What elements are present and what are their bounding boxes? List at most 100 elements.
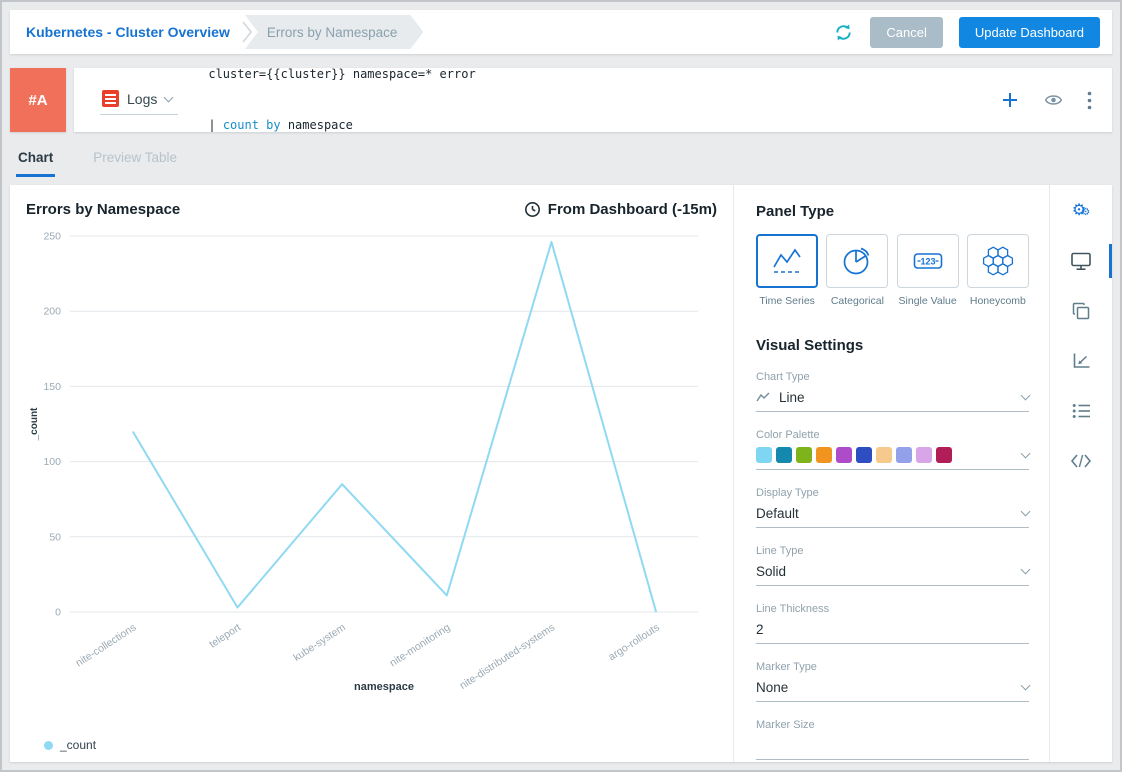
palette-swatch <box>936 447 952 463</box>
svg-text:teleport: teleport <box>207 621 243 650</box>
time-series-icon <box>773 248 801 273</box>
query-row-badge: #A <box>10 68 66 132</box>
line-type-field: Line Type Solid <box>756 545 1031 586</box>
axes-settings-button[interactable] <box>1070 351 1092 371</box>
display-settings-button[interactable] <box>1070 251 1092 271</box>
line-chart-mini-icon <box>756 391 770 401</box>
panel-type-time-series[interactable]: Time Series <box>756 234 818 307</box>
toggle-visibility-button[interactable] <box>1044 93 1063 107</box>
main-area: Errors by Namespace From Dashboard (-15m… <box>10 185 1112 762</box>
logs-icon <box>102 90 119 107</box>
refresh-button[interactable] <box>833 22 854 43</box>
palette-swatch <box>816 447 832 463</box>
display-icon <box>1071 252 1091 271</box>
palette-swatch <box>796 447 812 463</box>
code-view-button[interactable] <box>1070 451 1092 471</box>
tab-chart[interactable]: Chart <box>16 146 56 177</box>
palette-swatch <box>876 447 892 463</box>
palette-swatch <box>856 447 872 463</box>
chevron-down-icon <box>1020 506 1031 517</box>
chevron-down-icon <box>1020 390 1031 401</box>
cancel-button[interactable]: Cancel <box>870 16 943 48</box>
display-type-select[interactable]: Default <box>756 499 1031 528</box>
line-chart: 0 50 100 150 200 250 nite-collections teleport k… <box>29 231 698 693</box>
line-type-select[interactable]: Solid <box>756 557 1031 586</box>
duplicate-button[interactable] <box>1070 301 1092 321</box>
chart-title: Errors by Namespace <box>26 201 181 218</box>
plus-icon <box>1003 93 1017 107</box>
query-row: #A Logs cluster={{cluster}} namespace=* … <box>10 67 1112 132</box>
breadcrumb-dashboard-link[interactable]: Kubernetes - Cluster Overview <box>26 24 230 40</box>
svg-text:argo-rollouts: argo-rollouts <box>606 621 661 663</box>
add-query-button[interactable] <box>1000 90 1020 110</box>
chart-type-select[interactable]: Line <box>756 383 1031 412</box>
svg-text:50: 50 <box>49 531 61 543</box>
color-palette-select[interactable] <box>756 441 1031 470</box>
breadcrumb-panel-name[interactable]: Errors by Namespace <box>245 15 424 49</box>
pie-chart-icon <box>843 247 870 275</box>
time-range-label[interactable]: From Dashboard (-15m) <box>524 201 717 218</box>
svg-text:0: 0 <box>55 607 61 619</box>
tab-preview-table[interactable]: Preview Table <box>93 150 178 165</box>
general-settings-button[interactable]: ⚙⚙ <box>1070 201 1092 221</box>
query-editor[interactable]: cluster={{cluster}} namespace=* error | … <box>208 32 475 168</box>
clock-icon <box>524 202 540 217</box>
chart-legend[interactable]: _count <box>26 738 717 752</box>
panel-type-picker: Time Series Categorical <box>756 234 1029 307</box>
duplicate-icon <box>1072 302 1090 320</box>
chart-axes-icon <box>1073 353 1090 368</box>
marker-size-select[interactable] <box>756 731 1029 760</box>
chevron-down-icon <box>1020 680 1031 691</box>
chevron-down-icon <box>1020 448 1031 459</box>
palette-swatches <box>756 447 952 463</box>
chevron-down-icon <box>163 92 174 102</box>
chart-type-field: Chart Type Line <box>756 371 1031 412</box>
palette-swatch <box>776 447 792 463</box>
panel-type-title: Panel Type <box>756 203 835 220</box>
visual-settings-title: Visual Settings <box>756 337 864 354</box>
chart-panel: Errors by Namespace From Dashboard (-15m… <box>10 185 734 762</box>
marker-type-field: Marker Type None <box>756 661 1031 702</box>
svg-text:namespace: namespace <box>354 681 414 693</box>
svg-text:_count: _count <box>29 407 40 441</box>
marker-type-select[interactable]: None <box>756 673 1031 702</box>
svg-text:200: 200 <box>43 306 61 318</box>
palette-swatch <box>836 447 852 463</box>
svg-text:nite-distributed-systems: nite-distributed-systems <box>458 621 558 691</box>
query-source-label: Logs <box>127 90 158 107</box>
legend-settings-button[interactable] <box>1070 401 1092 421</box>
eye-icon <box>1044 95 1063 105</box>
color-palette-field: Color Palette <box>756 429 1031 470</box>
svg-text:250: 250 <box>43 231 61 243</box>
settings-gears-icon: ⚙⚙ <box>1071 202 1091 219</box>
query-line-1: cluster={{cluster}} namespace=* error <box>208 67 476 81</box>
query-card: Logs cluster={{cluster}} namespace=* err… <box>74 67 1112 132</box>
svg-text:100: 100 <box>43 456 61 468</box>
svg-text:150: 150 <box>43 381 61 393</box>
query-source-select[interactable]: Logs <box>100 85 179 115</box>
single-value-icon: 123 <box>913 253 942 269</box>
tab-bar: Chart Preview Table <box>10 146 1112 177</box>
panel-type-single-value[interactable]: 123 Single Value <box>896 234 959 307</box>
palette-swatch <box>896 447 912 463</box>
line-thickness-input[interactable] <box>756 615 1029 643</box>
query-menu-button[interactable] <box>1087 91 1092 110</box>
svg-text:123: 123 <box>920 256 935 266</box>
legend-label: _count <box>60 738 97 752</box>
svg-text:nite-collections: nite-collections <box>74 621 139 669</box>
panel-type-categorical[interactable]: Categorical <box>826 234 889 307</box>
honeycomb-icon <box>982 246 1013 276</box>
breadcrumb-chevron-icon <box>242 21 252 43</box>
code-icon <box>1070 454 1092 468</box>
chevron-down-icon <box>1020 564 1031 575</box>
display-type-field: Display Type Default <box>756 487 1031 528</box>
side-toolbar: ⚙⚙ <box>1050 185 1112 762</box>
query-line-2: | count by namespace <box>208 118 353 132</box>
top-bar: Kubernetes - Cluster Overview Errors by … <box>10 10 1112 54</box>
line-thickness-field: Line Thickness <box>756 603 1029 644</box>
update-dashboard-button[interactable]: Update Dashboard <box>958 16 1100 48</box>
legend-swatch <box>44 740 53 750</box>
svg-text:nite-monitoring: nite-monitoring <box>388 621 453 669</box>
panel-type-honeycomb[interactable]: Honeycomb <box>966 234 1029 307</box>
